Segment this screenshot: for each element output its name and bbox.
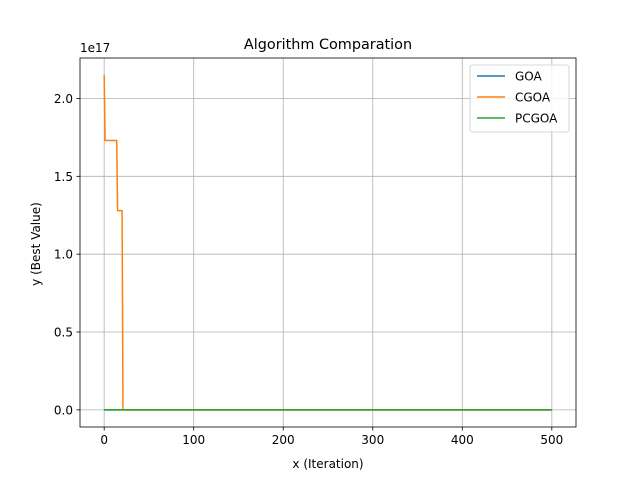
plot-lines	[103, 75, 552, 411]
y-axis-offset-label: 1e17	[80, 41, 110, 55]
x-tick-label: 400	[451, 433, 474, 447]
x-tick-label: 500	[540, 433, 563, 447]
y-tick-label: 0.5	[54, 326, 73, 340]
y-axis-label: y (Best Value)	[29, 202, 43, 286]
x-tick-label: 300	[361, 433, 384, 447]
x-tick-label: 200	[272, 433, 295, 447]
y-tick-label: 1.0	[54, 248, 73, 262]
y-tick-label: 2.0	[54, 92, 73, 106]
plot-area-frame	[79, 57, 577, 428]
x-tick-label: 0	[100, 433, 108, 447]
chart-title: Algorithm Comparation	[244, 37, 412, 53]
legend-box	[469, 64, 570, 133]
legend-label: GOA	[515, 70, 543, 84]
y-tick-label: 1.5	[54, 170, 73, 184]
y-axis-ticks: 0.0 0.5 1.0 1.5 2.0	[54, 92, 80, 417]
x-axis-ticks: 0 100 200 300 400 500	[100, 427, 563, 447]
x-tick-label: 100	[182, 433, 205, 447]
legend-label: PCGOA	[515, 112, 558, 126]
legend-label: CGOA	[515, 91, 551, 105]
y-tick-label: 0.0	[54, 403, 73, 417]
legend: GOA CGOA PCGOA	[469, 64, 570, 133]
x-axis-label: x (Iteration)	[292, 457, 363, 471]
